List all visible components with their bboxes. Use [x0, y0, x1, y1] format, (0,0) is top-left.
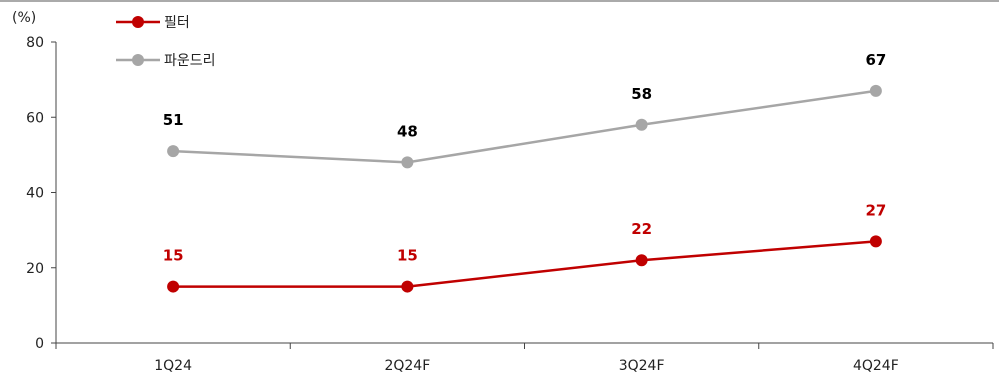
data-point [635, 118, 648, 131]
data-label: 48 [397, 122, 418, 140]
series-filter: 15 15 22 27 [163, 201, 886, 293]
y-tick-label: 0 [35, 336, 44, 352]
legend-item: 파운드리 [116, 53, 216, 69]
series-foundry: 51 48 58 67 [163, 51, 886, 169]
x-tick-label: 4Q24F [853, 358, 899, 374]
data-label: 27 [865, 201, 886, 219]
legend-label: 필터 [164, 15, 190, 31]
legend-marker [132, 54, 144, 66]
data-label: 58 [631, 85, 652, 103]
data-point [869, 235, 882, 248]
data-point [635, 254, 648, 267]
y-tick-label: 40 [26, 186, 44, 202]
data-label: 67 [865, 51, 886, 69]
series-layer: 51 48 58 67 15 15 22 27 [163, 51, 886, 293]
x-tick-label: 3Q24F [619, 358, 665, 374]
data-point [401, 280, 414, 293]
legend-label: 파운드리 [164, 53, 216, 69]
data-point [167, 280, 180, 293]
data-label: 51 [163, 111, 184, 129]
x-tick-label: 1Q24 [154, 358, 192, 374]
series-line [173, 240, 876, 288]
data-point [401, 156, 414, 169]
y-unit-label: (%) [12, 10, 36, 26]
data-label: 15 [397, 247, 418, 265]
data-label: 15 [163, 247, 184, 265]
legend-marker [132, 16, 144, 28]
y-tick-label: 80 [26, 35, 44, 51]
series-line [173, 89, 877, 164]
y-tick-label: 60 [26, 110, 44, 126]
y-tick-label: 20 [26, 261, 44, 277]
data-point [167, 145, 180, 158]
legend-item: 필터 [116, 15, 190, 31]
data-point [869, 84, 882, 97]
data-label: 22 [631, 220, 652, 238]
axes: 0 20 40 60 80 1Q24 2Q24F 3Q24F 4Q24F [26, 35, 994, 374]
x-tick-label: 2Q24F [384, 358, 430, 374]
